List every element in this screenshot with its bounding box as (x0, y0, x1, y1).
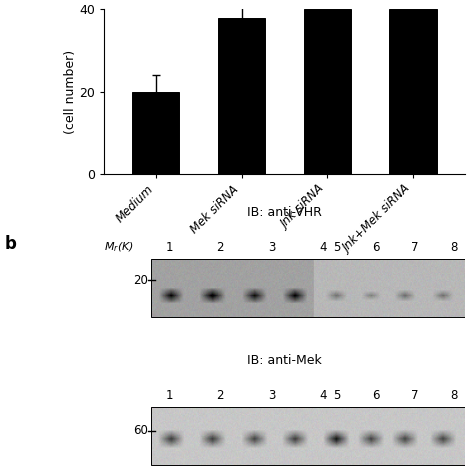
Text: 8: 8 (450, 389, 457, 402)
Text: 4: 4 (319, 241, 327, 254)
Text: 4: 4 (319, 389, 327, 402)
Text: 3: 3 (268, 241, 275, 254)
Y-axis label: (cell number): (cell number) (64, 49, 77, 134)
Text: 8: 8 (450, 241, 457, 254)
Text: 2: 2 (217, 389, 224, 402)
Title: IB: anti-Mek: IB: anti-Mek (247, 354, 322, 367)
Text: 20: 20 (133, 274, 147, 287)
Bar (390, 9, 437, 173)
Bar (304, 9, 351, 173)
Bar (151, 407, 465, 465)
Bar (218, 18, 265, 173)
Text: 3: 3 (268, 389, 275, 402)
Text: 60: 60 (133, 424, 147, 438)
Text: b: b (5, 235, 17, 253)
Text: $M_r$(K): $M_r$(K) (104, 241, 134, 254)
Text: 5: 5 (333, 241, 340, 254)
Title: IB: anti-VHR: IB: anti-VHR (247, 206, 322, 219)
Bar (132, 91, 179, 173)
Text: 5: 5 (333, 389, 340, 402)
Text: 7: 7 (411, 241, 419, 254)
Text: 6: 6 (372, 389, 380, 402)
Text: 2: 2 (217, 241, 224, 254)
Text: 1: 1 (165, 241, 173, 254)
Text: 1: 1 (165, 389, 173, 402)
Text: 7: 7 (411, 389, 419, 402)
Text: 6: 6 (372, 241, 380, 254)
Bar (151, 259, 465, 317)
